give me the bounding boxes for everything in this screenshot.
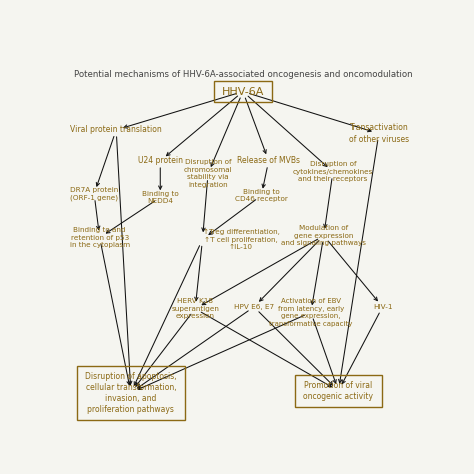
Bar (214, 81, 272, 102)
Text: HPV E6, E7: HPV E6, E7 (234, 304, 274, 310)
Text: U24 protein: U24 protein (138, 156, 183, 165)
Text: Modulation of
gene expression
and signaling pathways: Modulation of gene expression and signal… (281, 225, 366, 246)
Text: Disruption of apoptosis,
cellular transformation,
invasion, and
proliferation pa: Disruption of apoptosis, cellular transf… (85, 372, 177, 414)
Text: Promotion of viral
oncogenic activity: Promotion of viral oncogenic activity (303, 381, 374, 401)
Text: Disruption of
cytokines/chemokines
and their receptors: Disruption of cytokines/chemokines and t… (293, 161, 373, 182)
Text: Binding to
CD46 receptor: Binding to CD46 receptor (235, 189, 288, 202)
Text: Activation of EBV
from latency, early
gene expression,
transformative capacity: Activation of EBV from latency, early ge… (269, 298, 353, 327)
Bar (295, 375, 382, 407)
Text: Binding to
NEDD4: Binding to NEDD4 (142, 191, 179, 204)
Text: Disruption of
chromosomal
stability via
integration: Disruption of chromosomal stability via … (184, 159, 232, 188)
Text: DR7A protein
(ORF-1 gene): DR7A protein (ORF-1 gene) (70, 187, 118, 201)
Text: ↑Treg differentiation,
↑T cell proliferation,
↑IL-10: ↑Treg differentiation, ↑T cell prolifera… (202, 229, 279, 250)
Text: Potential mechanisms of HHV-6A-associated oncogenesis and oncomodulation: Potential mechanisms of HHV-6A-associate… (73, 70, 412, 79)
Text: Binding to and
retention of p53
in the cytoplasm: Binding to and retention of p53 in the c… (70, 227, 130, 248)
Text: HHV-6A: HHV-6A (222, 87, 264, 97)
Text: HERV K18
superantigen
expression: HERV K18 superantigen expression (171, 298, 219, 319)
Text: Viral protein translation: Viral protein translation (70, 126, 162, 134)
Text: Transactivation
of other viruses: Transactivation of other viruses (349, 123, 409, 144)
Text: HIV-1: HIV-1 (373, 304, 392, 310)
Bar (77, 365, 185, 419)
Text: Release of MVBs: Release of MVBs (237, 156, 300, 165)
